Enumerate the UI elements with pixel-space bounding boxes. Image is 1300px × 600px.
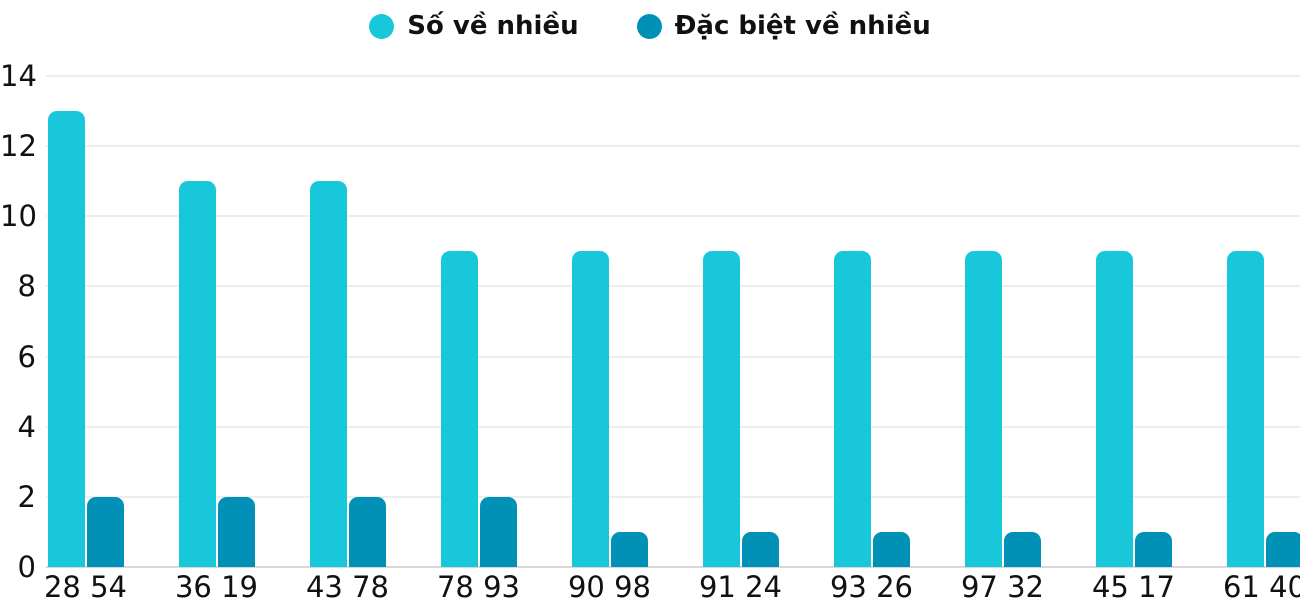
x-tick-label: 43 78: [305, 570, 390, 600]
bar-group-78-93: [413, 0, 544, 567]
legend-dot-icon: [369, 13, 395, 39]
x-axis-labels: 28 54 36 19 43 78 78 93 90 98 91 24 93 26 97 32…: [20, 570, 1300, 600]
bar-dac-biet-ve-nhieu[interactable]: [217, 497, 255, 567]
y-tick-label: 0: [17, 550, 36, 584]
bar-so-ve-nhieu[interactable]: [309, 181, 347, 567]
bar-dac-biet-ve-nhieu[interactable]: [348, 497, 386, 567]
y-tick-label: 14: [0, 59, 37, 94]
legend-item-0[interactable]: Số về nhiều: [369, 11, 579, 41]
y-tick-label: 4: [17, 409, 36, 444]
x-tick-label: 45 17: [1091, 570, 1176, 600]
y-tick-label: 8: [17, 269, 36, 304]
y-tick-label: 2: [17, 479, 36, 514]
bar-so-ve-nhieu[interactable]: [440, 251, 478, 567]
bar-group-61-40: [1199, 0, 1300, 567]
gridline: [46, 355, 1300, 358]
bar-group-90-98: [544, 0, 675, 567]
legend-label: Số về nhiều: [407, 11, 579, 41]
x-tick-label: 97 32: [960, 570, 1045, 600]
gridline: [46, 495, 1300, 498]
bar-dac-biet-ve-nhieu[interactable]: [1265, 532, 1300, 567]
bar-so-ve-nhieu[interactable]: [178, 181, 216, 567]
plot-area: [20, 0, 1300, 567]
bar-group-93-26: [806, 0, 937, 567]
x-tick-label: 93 26: [829, 570, 914, 600]
y-tick-label: 12: [0, 129, 37, 164]
gridline: [46, 215, 1300, 218]
bar-dac-biet-ve-nhieu[interactable]: [86, 497, 124, 567]
bar-group-28-54: [20, 0, 151, 567]
bar-so-ve-nhieu[interactable]: [47, 111, 85, 567]
bar-group-43-78: [282, 0, 413, 567]
bar-group-97-32: [937, 0, 1068, 567]
bar-group-91-24: [675, 0, 806, 567]
bar-dac-biet-ve-nhieu[interactable]: [610, 532, 648, 567]
x-tick-label: 61 40: [1222, 570, 1300, 600]
legend-dot-icon: [636, 13, 662, 39]
bar-so-ve-nhieu[interactable]: [702, 251, 740, 567]
gridline: [46, 285, 1300, 288]
bar-dac-biet-ve-nhieu[interactable]: [479, 497, 517, 567]
y-tick-label: 10: [0, 199, 37, 234]
x-tick-label: 91 24: [698, 570, 783, 600]
chart-legend: Số về nhiều Đặc biệt về nhiều: [0, 11, 1300, 41]
bar-so-ve-nhieu[interactable]: [833, 251, 871, 567]
bar-so-ve-nhieu[interactable]: [571, 251, 609, 567]
bar-so-ve-nhieu[interactable]: [1226, 251, 1264, 567]
bar-group-36-19: [151, 0, 282, 567]
x-axis-baseline: [46, 566, 1300, 568]
bar-dac-biet-ve-nhieu[interactable]: [872, 532, 910, 567]
bar-so-ve-nhieu[interactable]: [964, 251, 1002, 567]
bar-so-ve-nhieu[interactable]: [1095, 251, 1133, 567]
gridline: [46, 75, 1300, 78]
bar-dac-biet-ve-nhieu[interactable]: [1134, 532, 1172, 567]
legend-item-1[interactable]: Đặc biệt về nhiều: [636, 11, 931, 41]
x-tick-label: 28 54: [43, 570, 128, 600]
y-tick-label: 6: [17, 339, 36, 374]
bar-dac-biet-ve-nhieu[interactable]: [741, 532, 779, 567]
x-tick-label: 90 98: [567, 570, 652, 600]
legend-label: Đặc biệt về nhiều: [674, 11, 931, 41]
gridline: [46, 145, 1300, 148]
gridline: [46, 425, 1300, 428]
x-tick-label: 78 93: [436, 570, 521, 600]
x-tick-label: 36 19: [174, 570, 259, 600]
bar-group-45-17: [1068, 0, 1199, 567]
bar-dac-biet-ve-nhieu[interactable]: [1003, 532, 1041, 567]
